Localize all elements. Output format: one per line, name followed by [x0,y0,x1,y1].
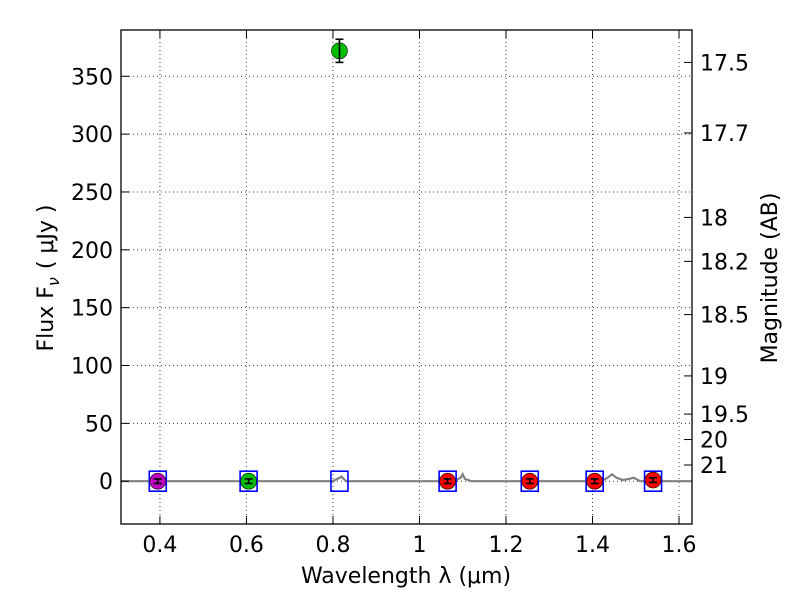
y-tick-label: 200 [71,239,113,264]
y-tick-label: 0 [99,470,113,495]
x-tick-label: 0.6 [229,533,264,558]
y-tick-label: 300 [71,123,113,148]
model-photometry-box [148,470,168,492]
y-axis-title-unit: ( μJy ) [34,205,59,270]
model-photometry-box [585,470,604,492]
x-tick-label: 0.4 [142,533,177,558]
model-photometry-box [438,470,457,492]
x-axis-title: Wavelength λ (μm) [301,564,511,589]
y2-tick-label: 18.2 [700,250,749,275]
model-spectrum-line [121,472,692,483]
y2-tick-label: 19.5 [700,403,749,428]
y-tick-label: 350 [71,65,113,90]
ticks-layer: 0.4 0.6 0.8 1 1.2 1.4 1.6 0 50 100 150 200 250 300 350… [71,30,749,558]
y2-tick-label: 17.7 [700,122,749,147]
model-photometry-box [330,470,349,492]
y-tick-label: 250 [71,181,113,206]
plot-frame [120,29,693,525]
y2-tick-label: 18 [700,206,728,231]
y-tick-label: 100 [71,355,113,380]
y2-tick-label: 21 [700,454,728,479]
data-points-layer [148,38,663,492]
y-axis-title: Flux Fν ( μJy ) [34,205,63,352]
x-tick-label: 1.4 [575,533,610,558]
grid-layer [121,30,692,524]
y2-tick-label: 20 [700,429,728,454]
y2-tick-label: 17.5 [700,51,749,76]
x-tick-label: 1.2 [488,533,523,558]
model-photometry-box [239,470,258,492]
y2-tick-label: 19 [700,365,728,390]
y2-tick-label: 18.5 [700,304,749,329]
y-axis-title-main: Flux F [34,286,59,351]
x-tick-label: 1.6 [662,533,697,558]
model-photometry-box [520,470,540,492]
model-spectrum-layer [121,472,692,483]
x-tick-label: 1 [412,533,426,558]
y2-axis-title: Magnitude (AB) [758,193,783,364]
y-tick-label: 150 [71,297,113,322]
y-tick-label: 50 [85,412,113,437]
model-photometry-box [643,470,663,492]
x-tick-label: 0.8 [315,533,350,558]
y-axis-title-subscript: ν [44,277,63,286]
